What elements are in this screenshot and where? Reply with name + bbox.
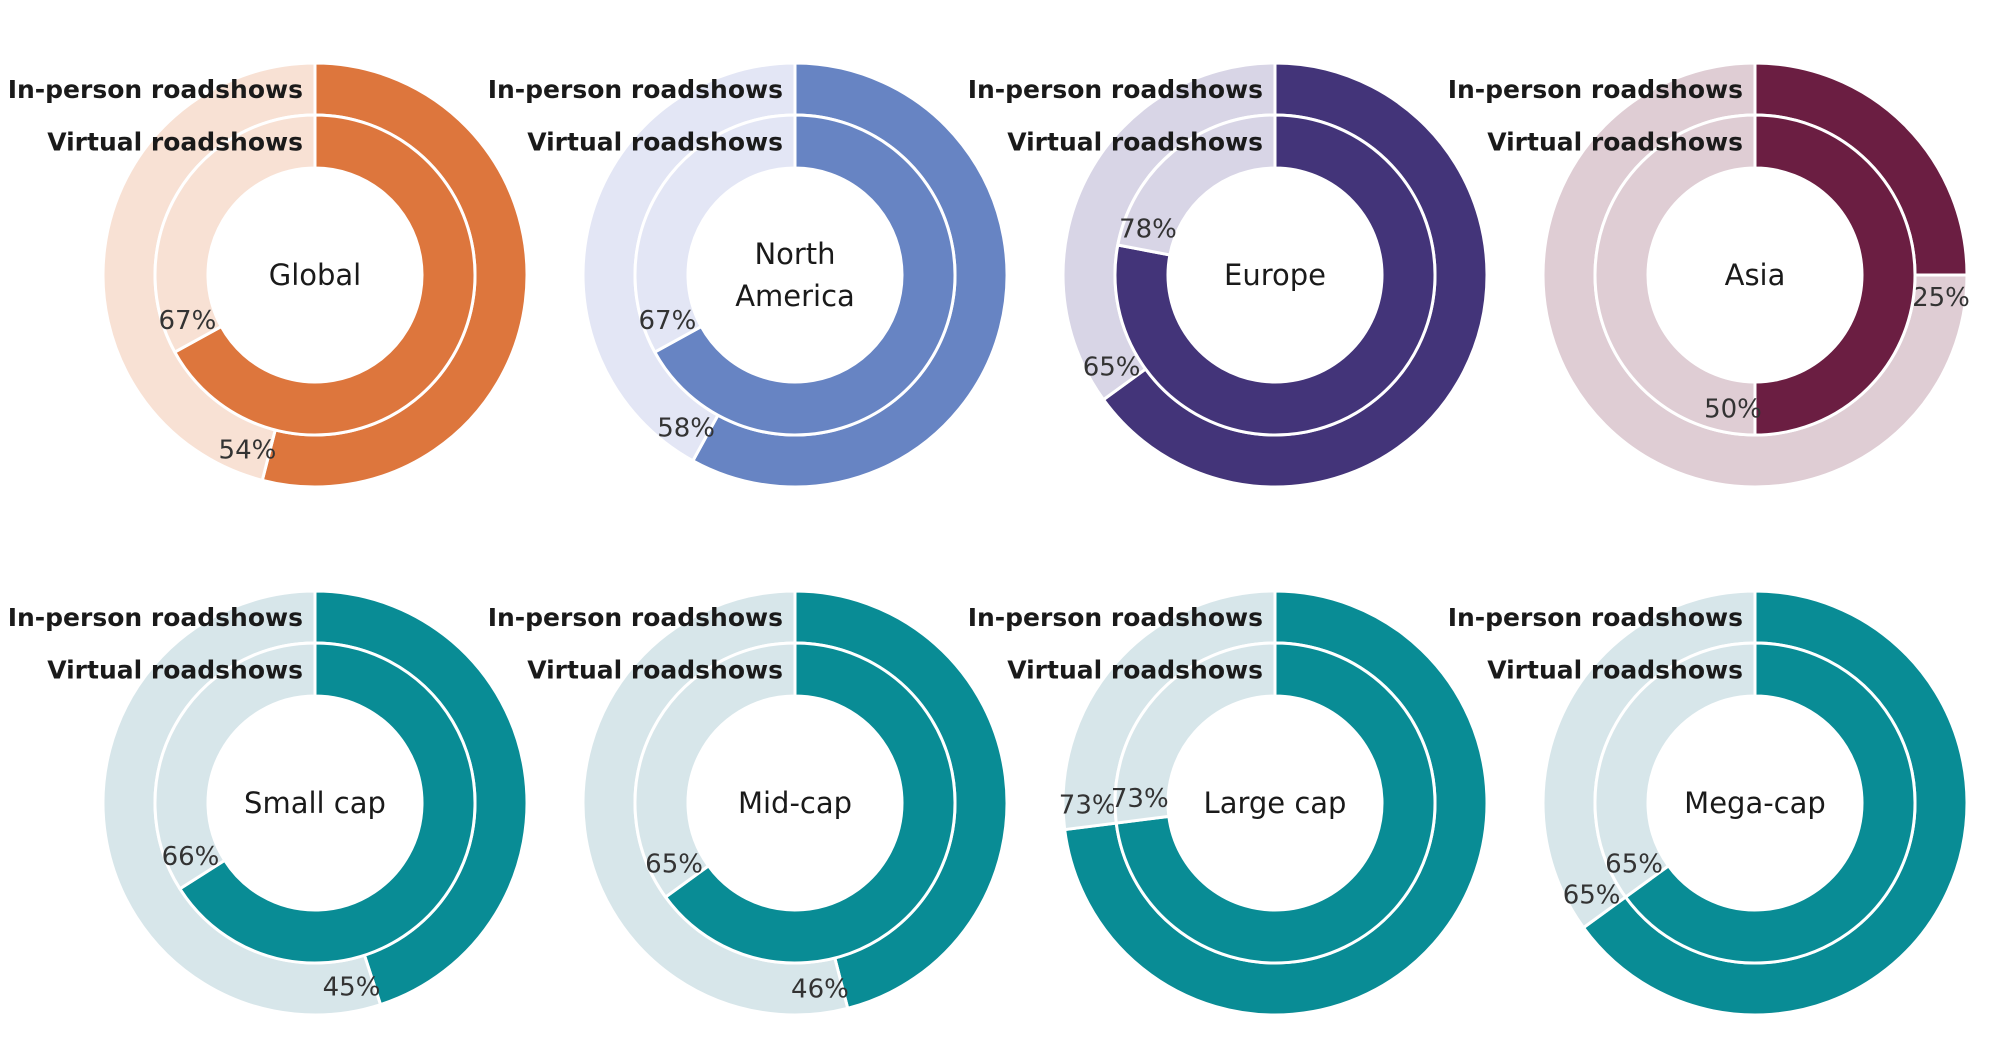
virtual-ring-remainder-segment (633, 113, 797, 355)
virtual-ring-remainder-segment (1116, 113, 1277, 257)
virtual-roadshows-label: Virtual roadshows (1007, 656, 1263, 685)
virtual-roadshows-label: Virtual roadshows (1487, 656, 1743, 685)
virtual-ring-value-segment (1623, 641, 1917, 965)
virtual-ring-value-segment (172, 113, 477, 437)
in-person-roadshows-label: In-person roadshows (968, 603, 1263, 632)
donut-center-title: Large cap (1204, 786, 1347, 820)
virtual-roadshows-label: Virtual roadshows (47, 128, 303, 157)
in-person-roadshows-label: In-person roadshows (968, 75, 1263, 104)
donut-center-title: North (754, 237, 835, 271)
in-person-roadshows-label: In-person roadshows (1448, 603, 1743, 632)
in-person-roadshows-label: In-person roadshows (488, 75, 783, 104)
in-person-roadshows-label: In-person roadshows (8, 75, 303, 104)
donut-center-title: Asia (1725, 258, 1786, 292)
virtual-value-label: 67% (639, 306, 697, 336)
donut-chart: In-person roadshows 46% Virtual roadshows 6… (488, 589, 1009, 1017)
virtual-roadshows-label: Virtual roadshows (47, 656, 303, 685)
virtual-roadshows-label: Virtual roadshows (1487, 128, 1743, 157)
virtual-value-label: 50% (1704, 395, 1762, 425)
virtual-ring-value-segment (1753, 113, 1917, 437)
in-person-roadshows-label: In-person roadshows (488, 603, 783, 632)
virtual-ring-remainder-segment (1113, 641, 1277, 825)
in-person-value-label: 58% (657, 413, 715, 443)
in-person-value-label: 45% (323, 973, 381, 1003)
virtual-ring-remainder-segment (633, 641, 797, 900)
donut-chart: In-person roadshows 25% Virtual roadshows 5… (1448, 61, 1970, 489)
virtual-value-label: 65% (645, 850, 703, 880)
in-person-value-label: 25% (1912, 283, 1970, 313)
donut-center-title: Small cap (244, 786, 386, 820)
virtual-ring-remainder-segment (1593, 641, 1757, 900)
virtual-ring-value-segment (652, 113, 957, 437)
donut-center-title: Global (269, 258, 362, 292)
in-person-value-label: 54% (219, 436, 277, 466)
virtual-roadshows-label: Virtual roadshows (527, 656, 783, 685)
in-person-roadshows-label: In-person roadshows (1448, 75, 1743, 104)
virtual-value-label: 66% (162, 842, 220, 872)
virtual-roadshows-label: Virtual roadshows (1007, 128, 1263, 157)
donut-chart: In-person roadshows 65% Virtual roadshows 7… (968, 61, 1489, 489)
virtual-ring-value-segment (177, 641, 477, 965)
virtual-ring-value-segment (1113, 113, 1437, 437)
donut-chart: In-person roadshows 58% Virtual roadshows 6… (488, 61, 1009, 489)
in-person-value-label: 46% (791, 975, 849, 1005)
donut-center-title: Mid-cap (738, 786, 852, 820)
donut-chart: In-person roadshows 65% Virtual roadshows 6… (1448, 589, 1969, 1017)
in-person-value-label: 65% (1083, 353, 1141, 383)
virtual-ring-remainder-segment (153, 113, 317, 355)
virtual-ring-value-segment (1114, 641, 1437, 965)
in-person-value-label: 73% (1059, 790, 1117, 820)
virtual-ring-remainder-segment (1593, 113, 1757, 437)
donut-chart: In-person roadshows 73% Virtual roadshows 7… (968, 589, 1489, 1017)
virtual-value-label: 73% (1111, 784, 1169, 814)
donut-chart: In-person roadshows 45% Virtual roadshows 6… (8, 589, 529, 1017)
virtual-value-label: 78% (1119, 214, 1177, 244)
virtual-ring-value-segment (663, 641, 957, 965)
virtual-ring-remainder-segment (153, 641, 317, 891)
virtual-value-label: 67% (159, 306, 217, 336)
donut-chart: In-person roadshows 54% Virtual roadshows 6… (8, 61, 529, 489)
virtual-value-label: 65% (1605, 850, 1663, 880)
donut-center-title: Mega-cap (1684, 786, 1826, 820)
donut-center-title: America (735, 279, 855, 313)
in-person-roadshows-label: In-person roadshows (8, 603, 303, 632)
virtual-roadshows-label: Virtual roadshows (527, 128, 783, 157)
in-person-value-label: 65% (1563, 881, 1621, 911)
donut-center-title: Europe (1224, 258, 1326, 292)
